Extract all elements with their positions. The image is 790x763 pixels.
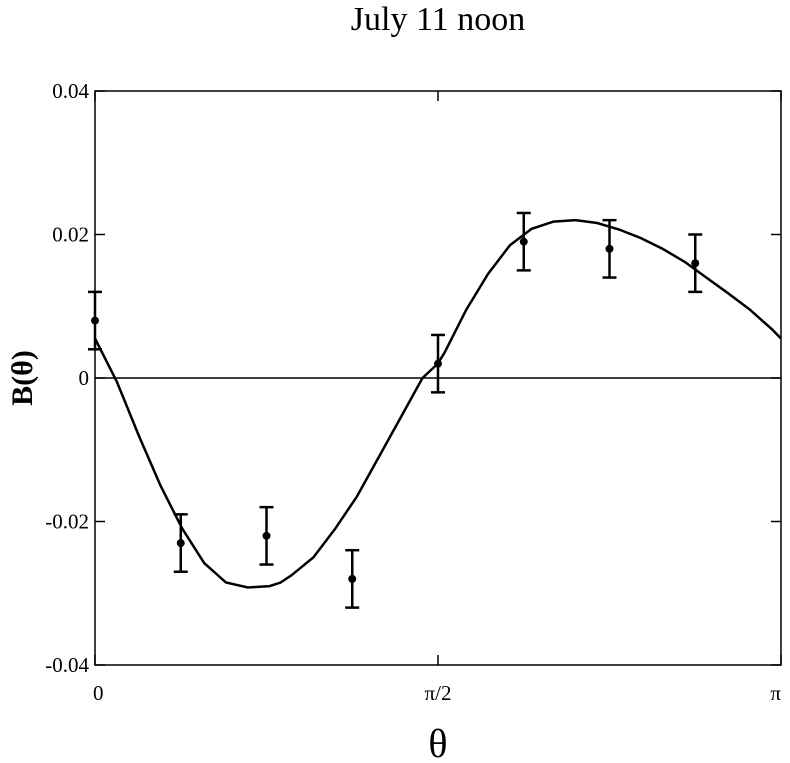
point-marker: [519, 237, 528, 246]
y-tick-label: -0.04: [45, 653, 89, 677]
data-point: [173, 513, 188, 573]
x-tick-label: 0: [93, 681, 104, 705]
data-point: [516, 211, 531, 272]
x-tick-label: π/2: [425, 681, 452, 705]
x-tick-label: π: [770, 681, 781, 705]
data-point: [602, 218, 617, 279]
y-tick-label: -0.02: [45, 510, 89, 534]
y-tick-label: 0.02: [52, 223, 89, 247]
data-point: [688, 233, 703, 294]
data-point: [259, 505, 274, 566]
point-marker: [605, 244, 614, 253]
fit-curve: [93, 218, 782, 589]
data-point: [88, 290, 102, 351]
y-tick-label: 0: [79, 366, 90, 390]
point-marker: [434, 359, 443, 368]
point-marker: [262, 531, 271, 540]
point-marker: [91, 316, 99, 325]
point-marker: [691, 259, 700, 268]
point-marker: [348, 574, 357, 583]
data-point: [431, 333, 446, 394]
plot-area: 0 π/2 π 0.04 0.02 0 -0.02 -0.04: [45, 79, 782, 705]
y-tick-label: 0.04: [52, 79, 89, 103]
point-marker: [176, 539, 185, 548]
x-axis-label: θ: [428, 721, 447, 763]
data-points: [88, 211, 703, 609]
axis-ticks: 0 π/2 π 0.04 0.02 0 -0.02 -0.04: [45, 79, 782, 705]
chart-title: July 11 noon: [351, 1, 525, 38]
data-point: [345, 548, 360, 609]
y-axis-label: B(θ): [6, 350, 39, 406]
